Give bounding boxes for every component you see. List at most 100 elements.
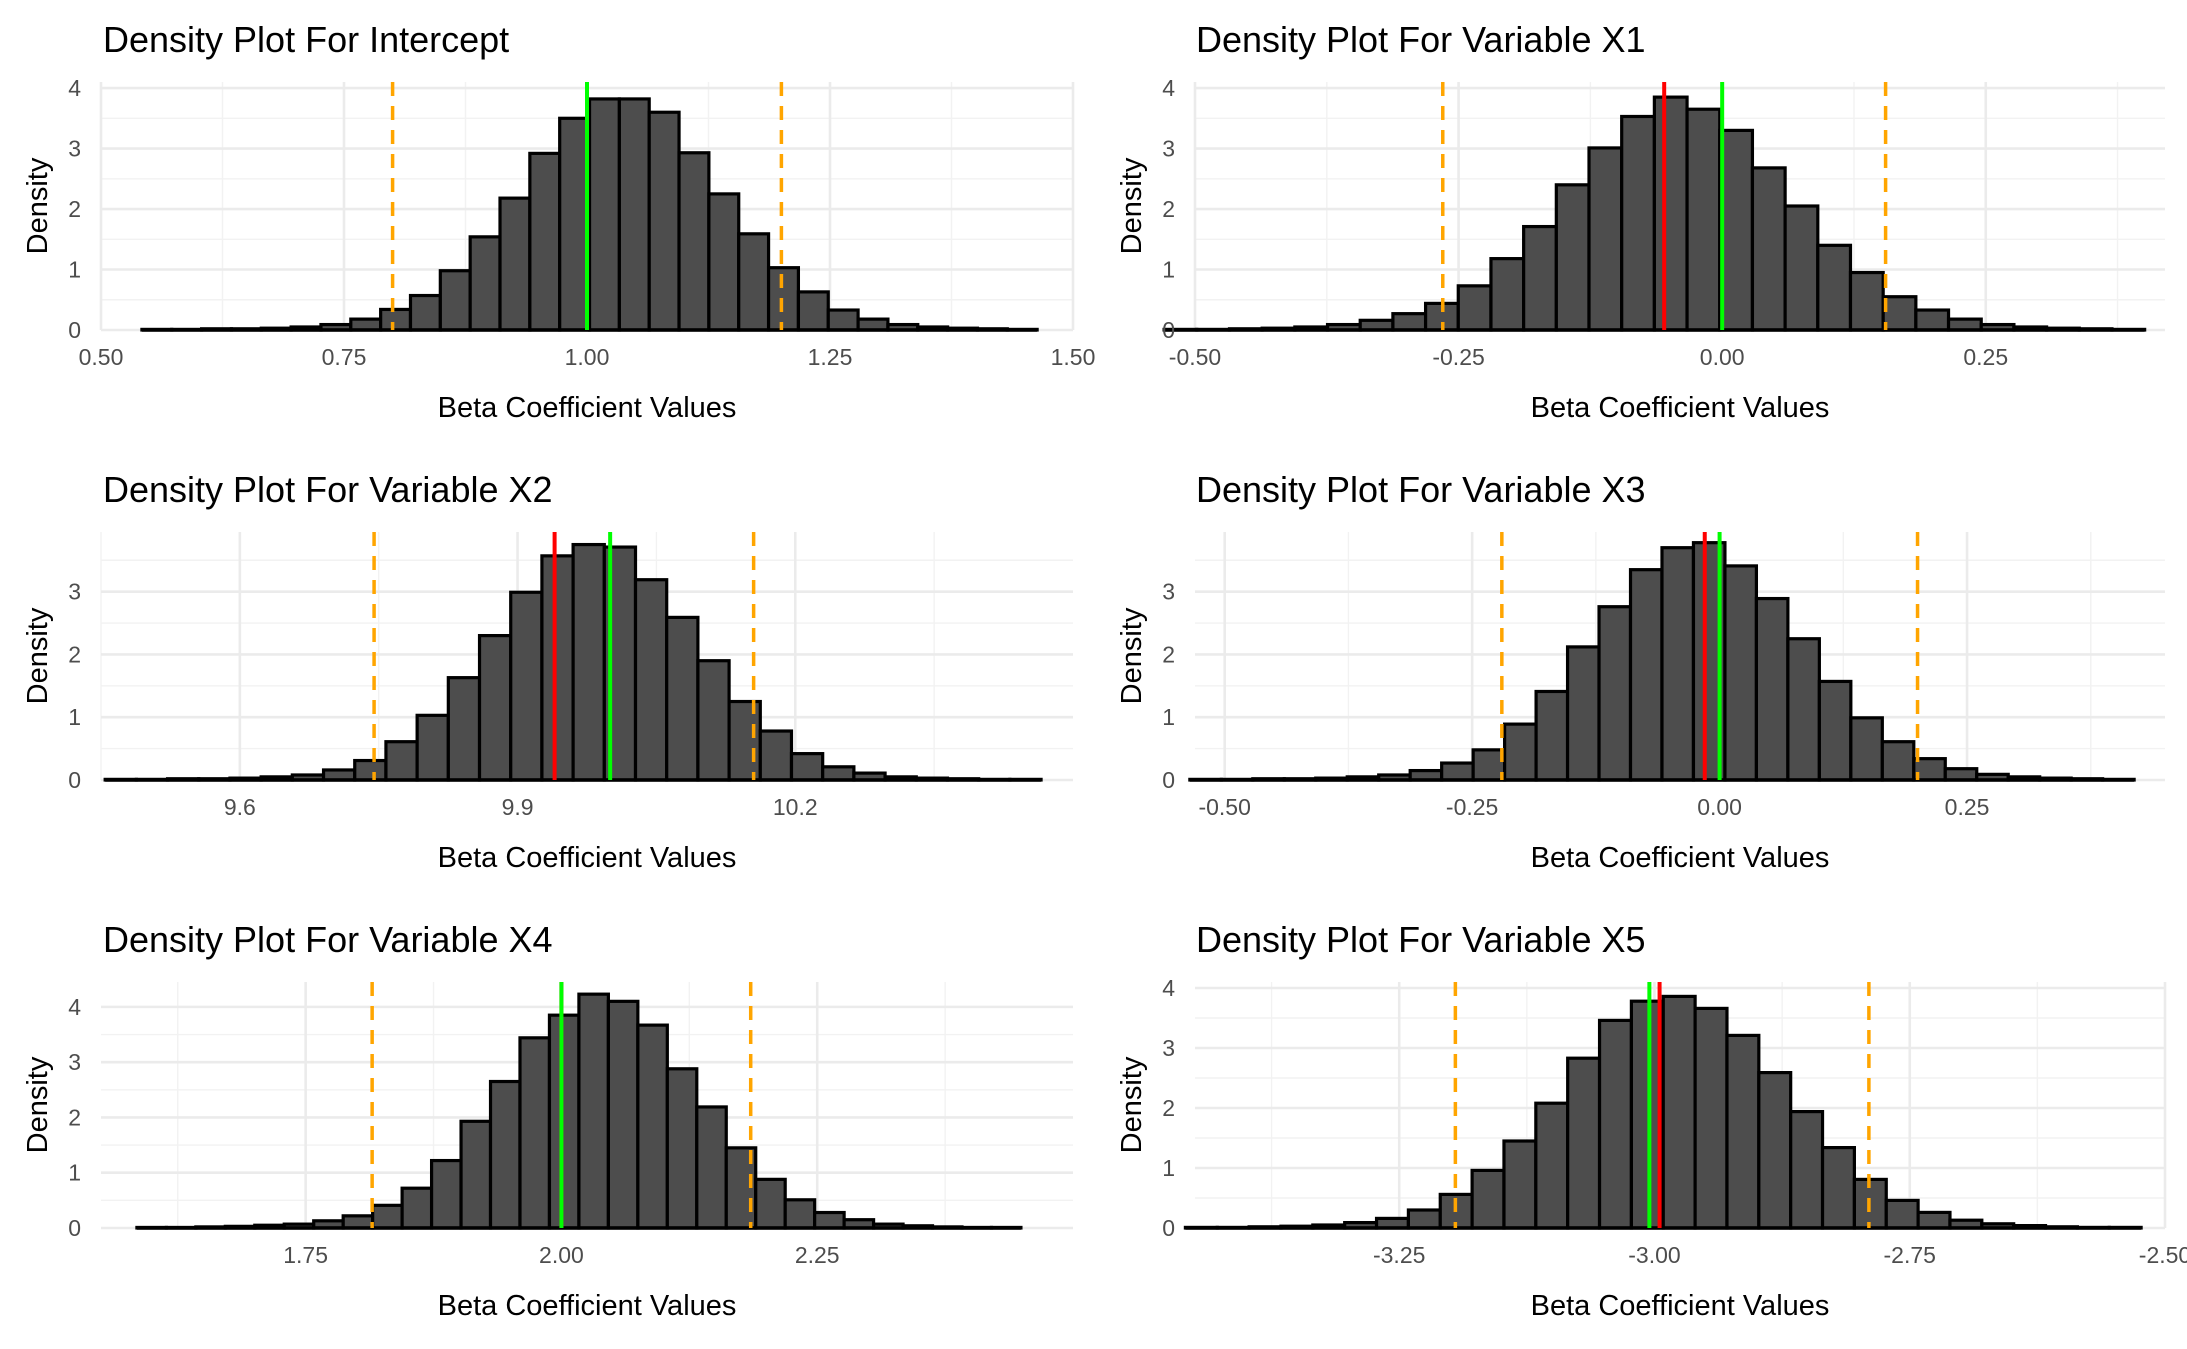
panel-title: Density Plot For Variable X1 [1196,19,1646,60]
histogram-bar [1757,1070,1793,1230]
histogram-bar [1489,257,1526,332]
x-tick-label: 0.75 [322,344,367,370]
panel-title: Density Plot For Variable X5 [1196,919,1646,960]
x-tick-label: 1.00 [565,344,610,370]
histogram-bar [446,676,482,782]
y-tick-label: 2 [1162,1095,1175,1121]
histogram-bar [1789,1109,1825,1230]
histogram-bar [1502,1139,1538,1230]
histogram-bar [677,151,711,332]
histogram-bar [1534,689,1570,782]
y-tick-label: 1 [1162,1155,1175,1181]
x-tick-label: 1.75 [283,1242,328,1268]
histogram-bar [1718,128,1755,332]
y-tick-label: 3 [68,579,81,605]
histogram-bar [1914,308,1951,332]
histogram-bar [766,266,801,332]
x-axis-title: Beta Coefficient Values [438,1290,737,1322]
y-tick-label: 2 [1162,641,1175,667]
histogram-bar [636,1023,669,1230]
x-tick-label: -0.50 [1198,794,1250,820]
x-tick-label: -2.75 [1884,1242,1936,1268]
histogram-bar [400,1186,434,1230]
x-axis-title: Beta Coefficient Values [1531,842,1830,874]
histogram-bar [789,752,825,782]
histogram-bar [1406,1208,1442,1230]
x-tick-label: 2.00 [539,1242,584,1268]
histogram-bar [695,1105,728,1230]
reference-lines [1500,532,1920,780]
histogram-bar [1628,568,1664,782]
x-tick-label: -0.50 [1169,344,1221,370]
x-tick-label: 1.50 [1051,344,1096,370]
y-tick-label: 4 [68,994,81,1020]
histogram-bar [379,307,413,332]
histogram-bar [1880,740,1916,782]
histogram-bar [353,758,388,782]
x-tick-label: -0.25 [1432,344,1484,370]
panel-title: Density Plot For Variable X4 [103,919,553,960]
y-axis-title: Density [22,607,54,704]
y-axis-title: Density [22,1056,54,1153]
histogram-bar [547,1013,581,1230]
histogram-bar [438,269,472,332]
histogram-bar [1820,1145,1856,1230]
y-tick-label: 0 [1162,767,1175,793]
histogram-bar [341,1214,375,1230]
histogram-bar [1881,295,1918,332]
density-panel-5: 1.75 2.00 2.25 0 1 2 3 4 Density Plot For Variab… [22,919,1073,1322]
histogram-bar [1783,204,1820,332]
histogram-bar [707,192,741,332]
panel-title: Density Plot For Variable X3 [1196,469,1646,510]
x-tick-label: 2.25 [795,1242,840,1268]
histogram-bar [384,740,419,782]
histogram-bar [1754,596,1790,782]
panel-title: Density Plot For Variable X2 [103,469,553,510]
histogram-bar [1652,95,1689,332]
x-axis-title: Beta Coefficient Values [1531,392,1830,424]
y-tick-label: 3 [68,1049,81,1075]
histogram-bar [1725,1033,1761,1230]
histogram-bar [429,1158,463,1230]
histogram-bar [606,999,640,1230]
y-tick-label: 0 [68,317,81,343]
histogram-bar [1565,645,1601,782]
histogram-bar [813,1210,846,1230]
x-tick-label: 10.2 [773,794,818,820]
y-tick-label: 4 [68,75,81,101]
histogram-bar [577,992,610,1230]
histogram-bar [1620,114,1656,332]
histogram-bar [509,590,544,782]
histogram-bar [459,1119,493,1230]
x-tick-label: 9.9 [502,794,534,820]
histogram-bars [1162,95,2147,332]
x-tick-label: -3.00 [1628,1242,1680,1268]
y-tick-label: 3 [1162,579,1175,605]
histogram-bar [754,1177,787,1230]
histogram-bar [571,542,606,782]
histogram-bar [1534,1101,1570,1230]
y-axis-title: Density [1116,157,1148,254]
histogram-bar [468,235,502,332]
histogram-bar [796,290,830,332]
histogram-bar [1470,1168,1506,1230]
x-tick-label: -0.25 [1446,794,1498,820]
y-tick-label: 1 [1162,257,1175,283]
histogram-bar [540,554,575,782]
x-tick-label: 1.25 [808,344,853,370]
histogram-bar [665,615,700,782]
histogram-bar [1848,270,1885,332]
histogram-bar [1391,312,1428,332]
y-tick-label: 1 [68,257,81,283]
reference-lines [372,532,756,780]
density-panel-4: -0.50 -0.25 0.00 0.25 0 1 2 3 Density Plot For V… [1116,469,2165,874]
histogram-bar [1916,1210,1952,1230]
y-tick-label: 2 [1162,196,1175,222]
y-axis-title: Density [22,157,54,254]
histogram-bar [1786,637,1821,782]
histogram-bar [1816,243,1853,332]
histogram-bar [1554,183,1591,332]
histogram-bar [408,293,442,332]
histogram-bar [528,151,562,332]
